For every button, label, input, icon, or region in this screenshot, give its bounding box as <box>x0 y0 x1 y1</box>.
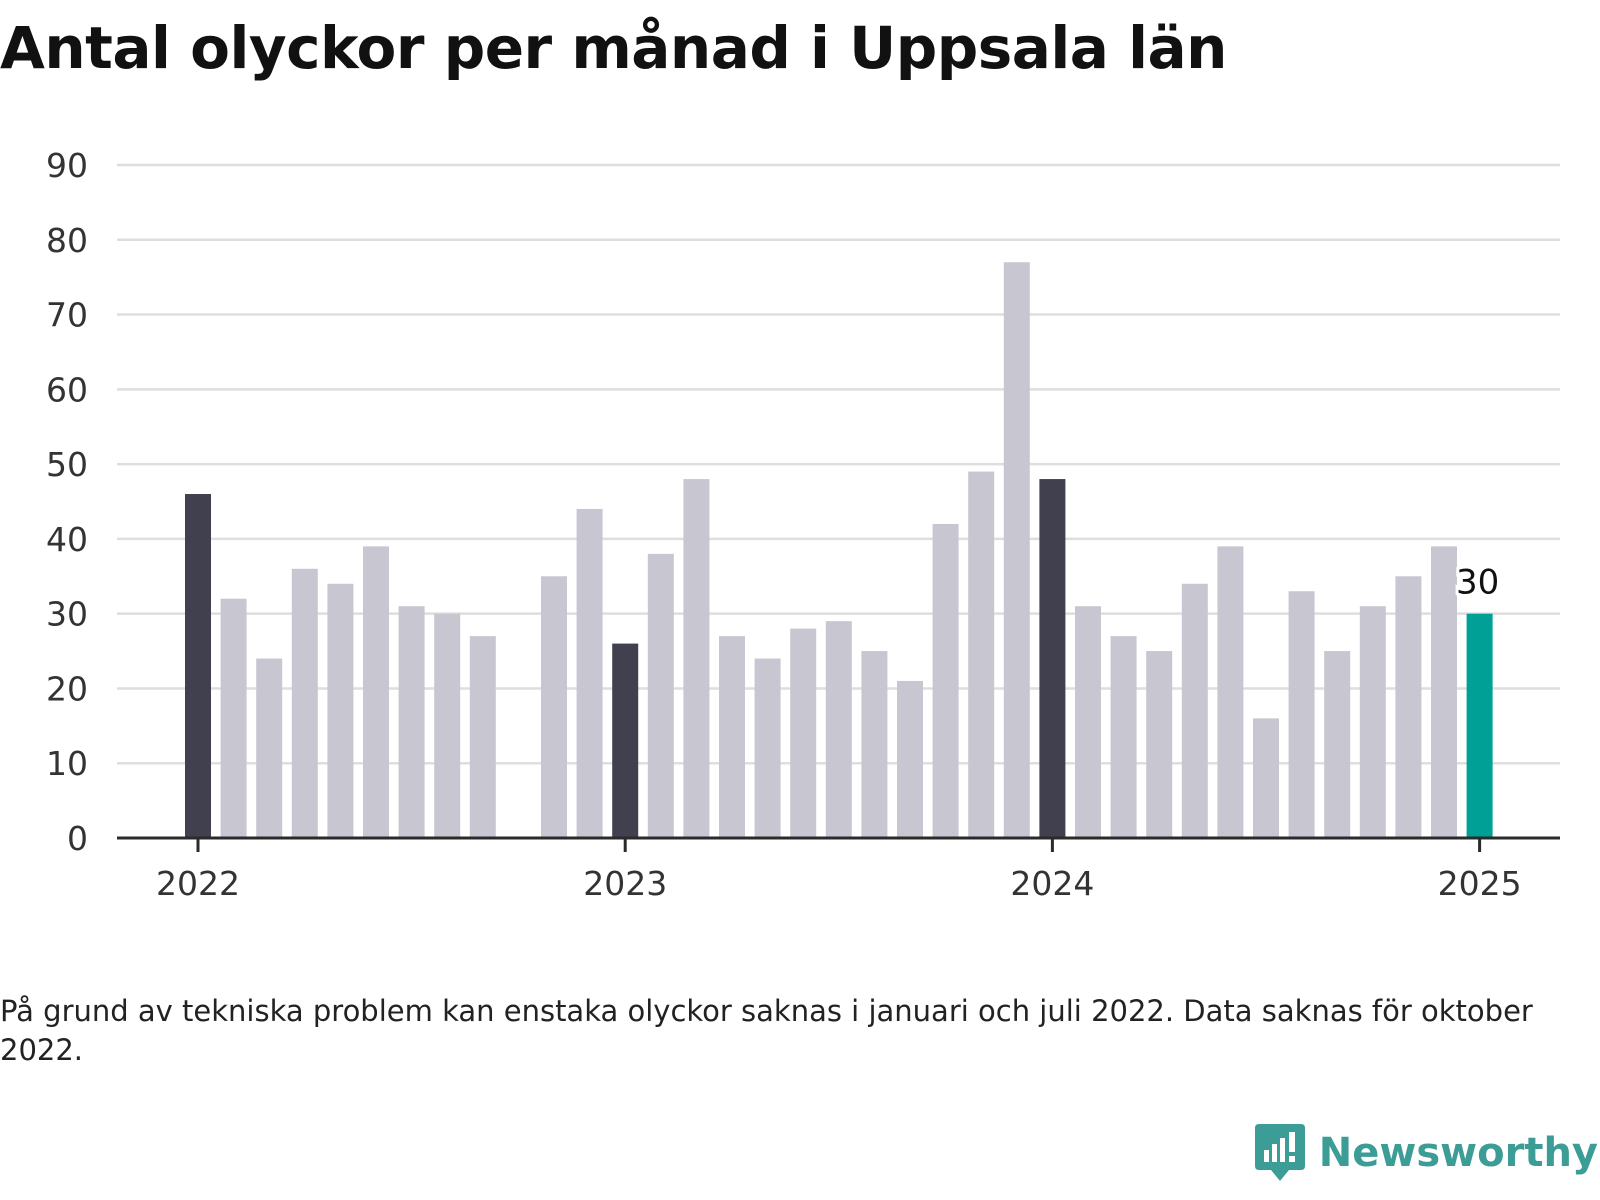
bar-2022-08[interactable] <box>434 613 461 838</box>
bar-2023-12[interactable] <box>1003 262 1030 838</box>
bar-2024-08[interactable] <box>1288 591 1315 838</box>
bar-2023-07[interactable] <box>825 621 852 838</box>
bar-2023-02[interactable] <box>647 553 674 838</box>
bar-2022-06[interactable] <box>363 546 389 838</box>
bar-2024-11[interactable] <box>1395 576 1422 838</box>
bar-2023-06[interactable] <box>790 628 817 838</box>
x-axis: 2022 2023 2024 2025 <box>117 836 1560 903</box>
y-tick-label: 20 <box>46 669 88 708</box>
bar-2024-07[interactable] <box>1253 718 1279 838</box>
bar-2022-07[interactable] <box>398 606 425 838</box>
bar-2024-02[interactable] <box>1075 606 1101 838</box>
x-tick-label: 2022 <box>156 864 240 903</box>
bar-2022-11[interactable] <box>541 576 567 838</box>
newsworthy-logo-icon <box>1254 1124 1305 1181</box>
y-tick-label: 90 <box>46 146 88 185</box>
y-tick-label: 0 <box>67 819 88 858</box>
bar-2024-09[interactable] <box>1324 651 1351 838</box>
bar-2022-09[interactable] <box>469 636 496 838</box>
y-tick-label: 10 <box>46 744 88 783</box>
bar-2024-04[interactable] <box>1146 651 1173 838</box>
y-tick-label: 70 <box>46 296 88 335</box>
data-labels: 30 <box>1453 560 1502 606</box>
x-tick-label: 2023 <box>583 864 667 903</box>
bar-2022-02[interactable] <box>220 598 247 838</box>
bar-2022-12[interactable] <box>576 508 603 838</box>
x-tick-label: 2024 <box>1010 864 1094 903</box>
y-tick-label: 50 <box>46 445 88 484</box>
bar-2024-12[interactable] <box>1431 546 1457 838</box>
bar-2023-11[interactable] <box>968 471 995 838</box>
bar-2025-01[interactable] <box>1466 613 1493 838</box>
brand-logo[interactable]: Newsworthy <box>1254 1124 1598 1182</box>
bar-2023-04[interactable] <box>719 636 745 838</box>
bar-2023-08[interactable] <box>861 651 888 838</box>
bars <box>185 262 1493 838</box>
bar-2023-09[interactable] <box>897 680 923 838</box>
y-axis-labels: 0 10 20 30 40 50 60 70 80 90 <box>46 146 88 858</box>
bar-2022-05[interactable] <box>327 583 354 838</box>
bar-2022-04[interactable] <box>291 568 318 838</box>
bar-2023-05[interactable] <box>754 658 781 838</box>
x-tick-label: 2025 <box>1438 864 1522 903</box>
data-label: 30 <box>1456 563 1499 603</box>
footnote: På grund av tekniska problem kan enstaka… <box>0 994 1533 1067</box>
bar-2023-10[interactable] <box>932 523 959 838</box>
y-tick-label: 30 <box>46 595 88 634</box>
bar-2022-03[interactable] <box>256 658 283 838</box>
bar-2024-01[interactable] <box>1039 479 1066 838</box>
bar-2024-06[interactable] <box>1217 546 1244 838</box>
y-tick-label: 80 <box>46 221 88 260</box>
bar-2024-05[interactable] <box>1181 583 1208 838</box>
bar-2023-03[interactable] <box>683 479 710 838</box>
bar-2023-01[interactable] <box>612 643 639 838</box>
bar-2024-10[interactable] <box>1359 606 1386 838</box>
brand-name: Newsworthy <box>1318 1130 1598 1176</box>
y-tick-label: 60 <box>46 370 88 409</box>
bar-chart: 0 10 20 30 40 50 60 70 80 90 2022 2023 2024 2025 30 <box>46 146 1560 903</box>
bar-2022-01[interactable] <box>185 494 211 838</box>
bar-2024-03[interactable] <box>1110 636 1137 838</box>
y-tick-label: 40 <box>46 520 88 559</box>
chart-title: Antal olyckor per månad i Uppsala län <box>0 14 1227 82</box>
